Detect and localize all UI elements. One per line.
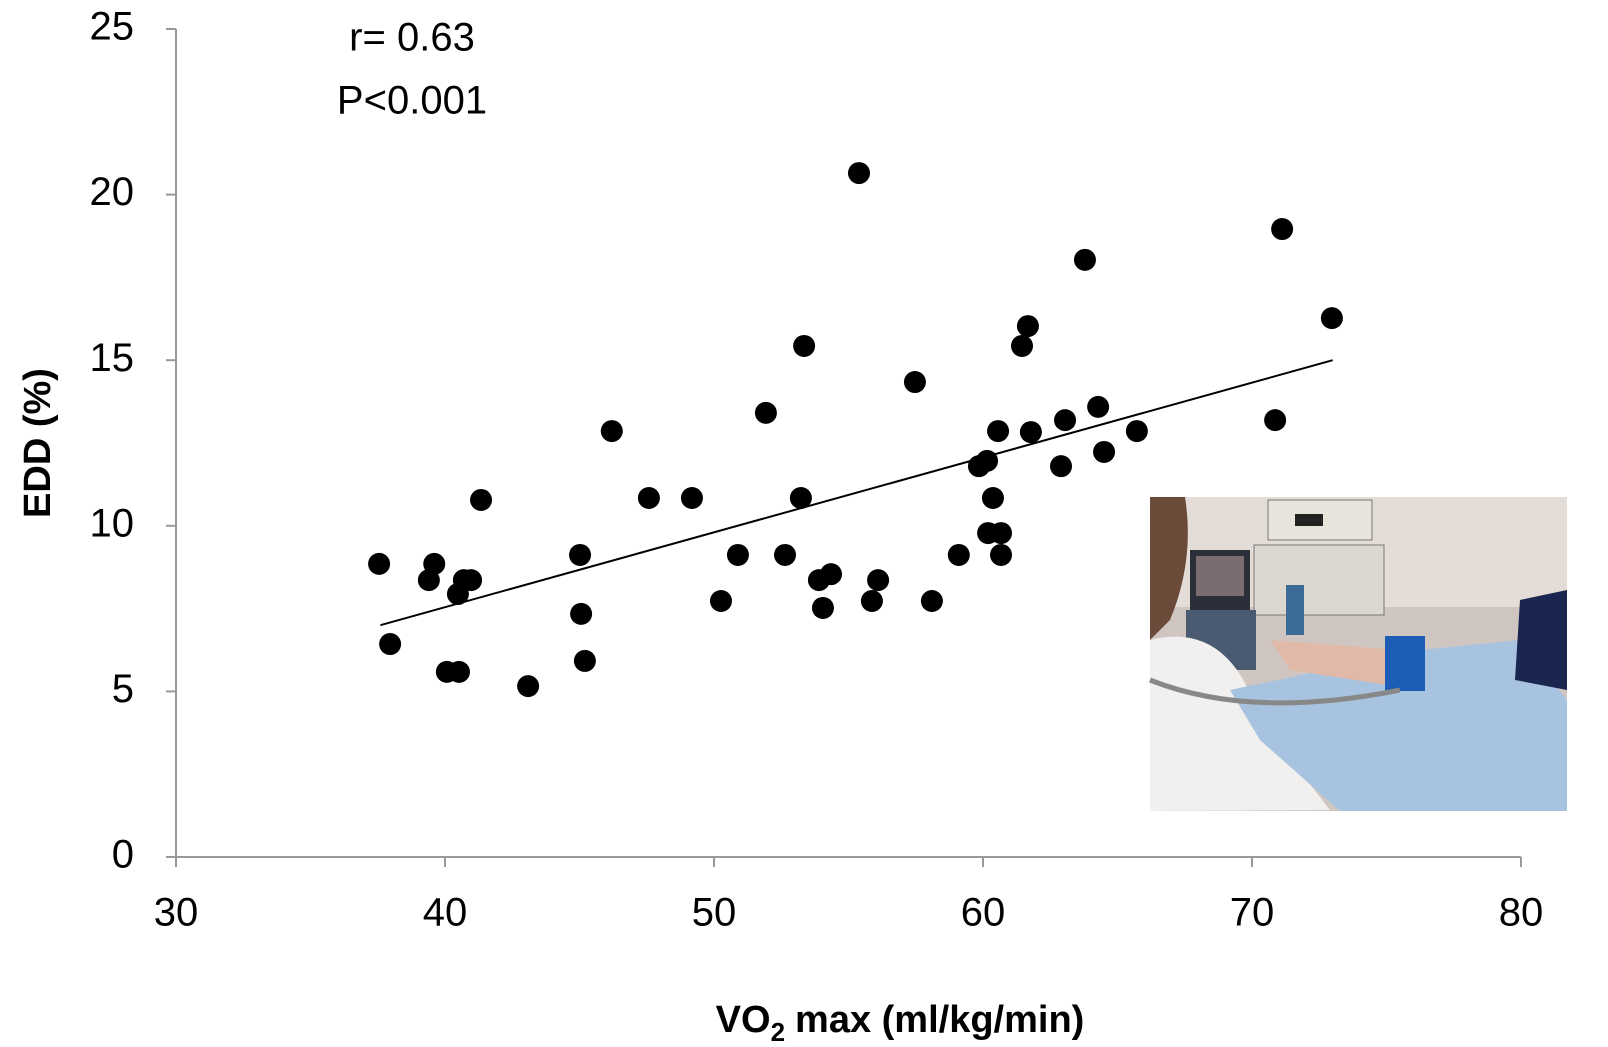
point bbox=[793, 334, 816, 357]
point bbox=[860, 589, 883, 612]
point bbox=[570, 602, 593, 625]
point bbox=[811, 596, 834, 619]
x-tick-label: 40 bbox=[423, 891, 468, 935]
annotation: P<0.001 bbox=[337, 79, 487, 123]
y-tick-label: 25 bbox=[90, 5, 135, 49]
point bbox=[573, 649, 596, 672]
point bbox=[470, 488, 493, 511]
point bbox=[920, 589, 943, 612]
inset-photo bbox=[1149, 497, 1567, 811]
point bbox=[1054, 409, 1077, 432]
point bbox=[1073, 248, 1096, 271]
point bbox=[820, 563, 843, 586]
point bbox=[709, 589, 732, 612]
point bbox=[990, 522, 1013, 545]
x-tick-label: 80 bbox=[1499, 891, 1544, 935]
x-tick-label: 50 bbox=[692, 891, 737, 935]
point bbox=[754, 401, 777, 424]
point bbox=[947, 543, 970, 566]
y-tick-label: 5 bbox=[112, 667, 134, 711]
point bbox=[1271, 218, 1294, 241]
point bbox=[423, 552, 446, 575]
x-tick-label: 70 bbox=[1230, 891, 1275, 935]
point bbox=[368, 552, 391, 575]
point bbox=[1019, 421, 1042, 444]
point bbox=[789, 486, 812, 509]
point bbox=[600, 420, 623, 443]
point bbox=[990, 543, 1013, 566]
point bbox=[774, 543, 797, 566]
y-tick-label: 10 bbox=[90, 501, 135, 545]
point bbox=[569, 543, 592, 566]
point bbox=[447, 660, 470, 683]
point bbox=[1320, 307, 1343, 330]
point bbox=[1087, 395, 1110, 418]
point bbox=[867, 569, 890, 592]
y-axis-label: EDD (%) bbox=[17, 368, 59, 518]
point bbox=[847, 162, 870, 185]
point bbox=[903, 371, 926, 394]
x-label-rest: max (ml/kg/min) bbox=[795, 999, 1084, 1041]
point bbox=[1016, 315, 1039, 338]
point bbox=[1050, 455, 1073, 478]
y-tick-label: 15 bbox=[90, 336, 135, 380]
annotation: r= 0.63 bbox=[349, 16, 475, 60]
point bbox=[680, 486, 703, 509]
point bbox=[1125, 420, 1148, 443]
x-label-subscript: 2 bbox=[771, 1017, 785, 1047]
x-axis-label: VO2 max (ml/kg/min) bbox=[716, 999, 1085, 1047]
x-label-main: VO bbox=[716, 999, 771, 1041]
point bbox=[987, 420, 1010, 443]
point bbox=[637, 486, 660, 509]
point bbox=[726, 543, 749, 566]
x-tick-label: 60 bbox=[961, 891, 1006, 935]
point bbox=[1264, 409, 1287, 432]
point bbox=[379, 633, 402, 656]
trend-line bbox=[380, 359, 1333, 627]
point bbox=[981, 486, 1004, 509]
y-tick-label: 20 bbox=[90, 170, 135, 214]
x-tick-label: 30 bbox=[154, 891, 199, 935]
point bbox=[517, 675, 540, 698]
point bbox=[460, 569, 483, 592]
point bbox=[1093, 440, 1116, 463]
point bbox=[1011, 334, 1034, 357]
point bbox=[976, 449, 999, 472]
y-tick-label: 0 bbox=[112, 833, 134, 877]
